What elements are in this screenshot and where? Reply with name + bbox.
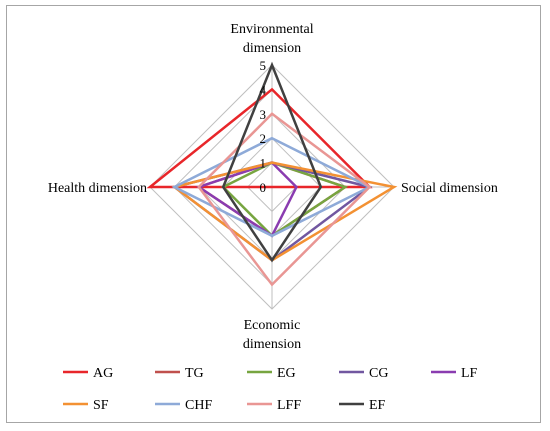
radar-axis-labels: Environmental dimension Social dimension Ec… <box>48 22 498 352</box>
legend-label: CG <box>369 366 388 381</box>
axis-label-environmental: dimension <box>243 41 301 56</box>
legend-label: LF <box>461 366 478 381</box>
series-lff <box>197 112 372 287</box>
axis-label-health: Health dimension <box>48 181 147 196</box>
series-ef <box>221 61 323 263</box>
legend-label: AG <box>93 366 113 381</box>
legend-label: CHF <box>185 398 212 413</box>
legend-item-eg: EG <box>247 366 296 381</box>
legend-label: EG <box>277 366 296 381</box>
legend-item-tg: TG <box>155 366 204 381</box>
radar-series <box>146 61 398 287</box>
tick-label-2: 2 <box>260 131 267 146</box>
legend-item-chf: CHF <box>155 398 212 413</box>
tick-label-0: 0 <box>260 180 267 195</box>
axis-label-economic: dimension <box>243 337 301 352</box>
legend-item-sf: SF <box>63 398 109 413</box>
legend-label: LFF <box>277 398 301 413</box>
radar-tick-labels: 0 1 2 3 4 5 <box>260 58 267 195</box>
series-ag <box>146 87 373 189</box>
tick-label-3: 3 <box>260 107 267 122</box>
axis-label-environmental: Environmental <box>230 22 313 37</box>
legend-label: SF <box>93 398 109 413</box>
chart-frame <box>6 5 541 423</box>
legend-item-ag: AG <box>63 366 113 381</box>
axis-label-economic: Economic <box>244 318 301 333</box>
axis-label-social: Social dimension <box>401 181 498 196</box>
tick-label-1: 1 <box>260 156 267 171</box>
legend-label: TG <box>185 366 204 381</box>
tick-label-5: 5 <box>260 58 267 73</box>
legend-label: EF <box>369 398 386 413</box>
tick-label-4: 4 <box>260 82 267 97</box>
legend-item-cg: CG <box>339 366 388 381</box>
legend-item-lff: LFF <box>247 398 301 413</box>
legend-item-lf: LF <box>431 366 478 381</box>
legend-item-ef: EF <box>339 398 386 413</box>
series-chf <box>171 136 373 238</box>
legend: AG TG EG CG LF SF CHF LFF EF <box>63 366 478 413</box>
